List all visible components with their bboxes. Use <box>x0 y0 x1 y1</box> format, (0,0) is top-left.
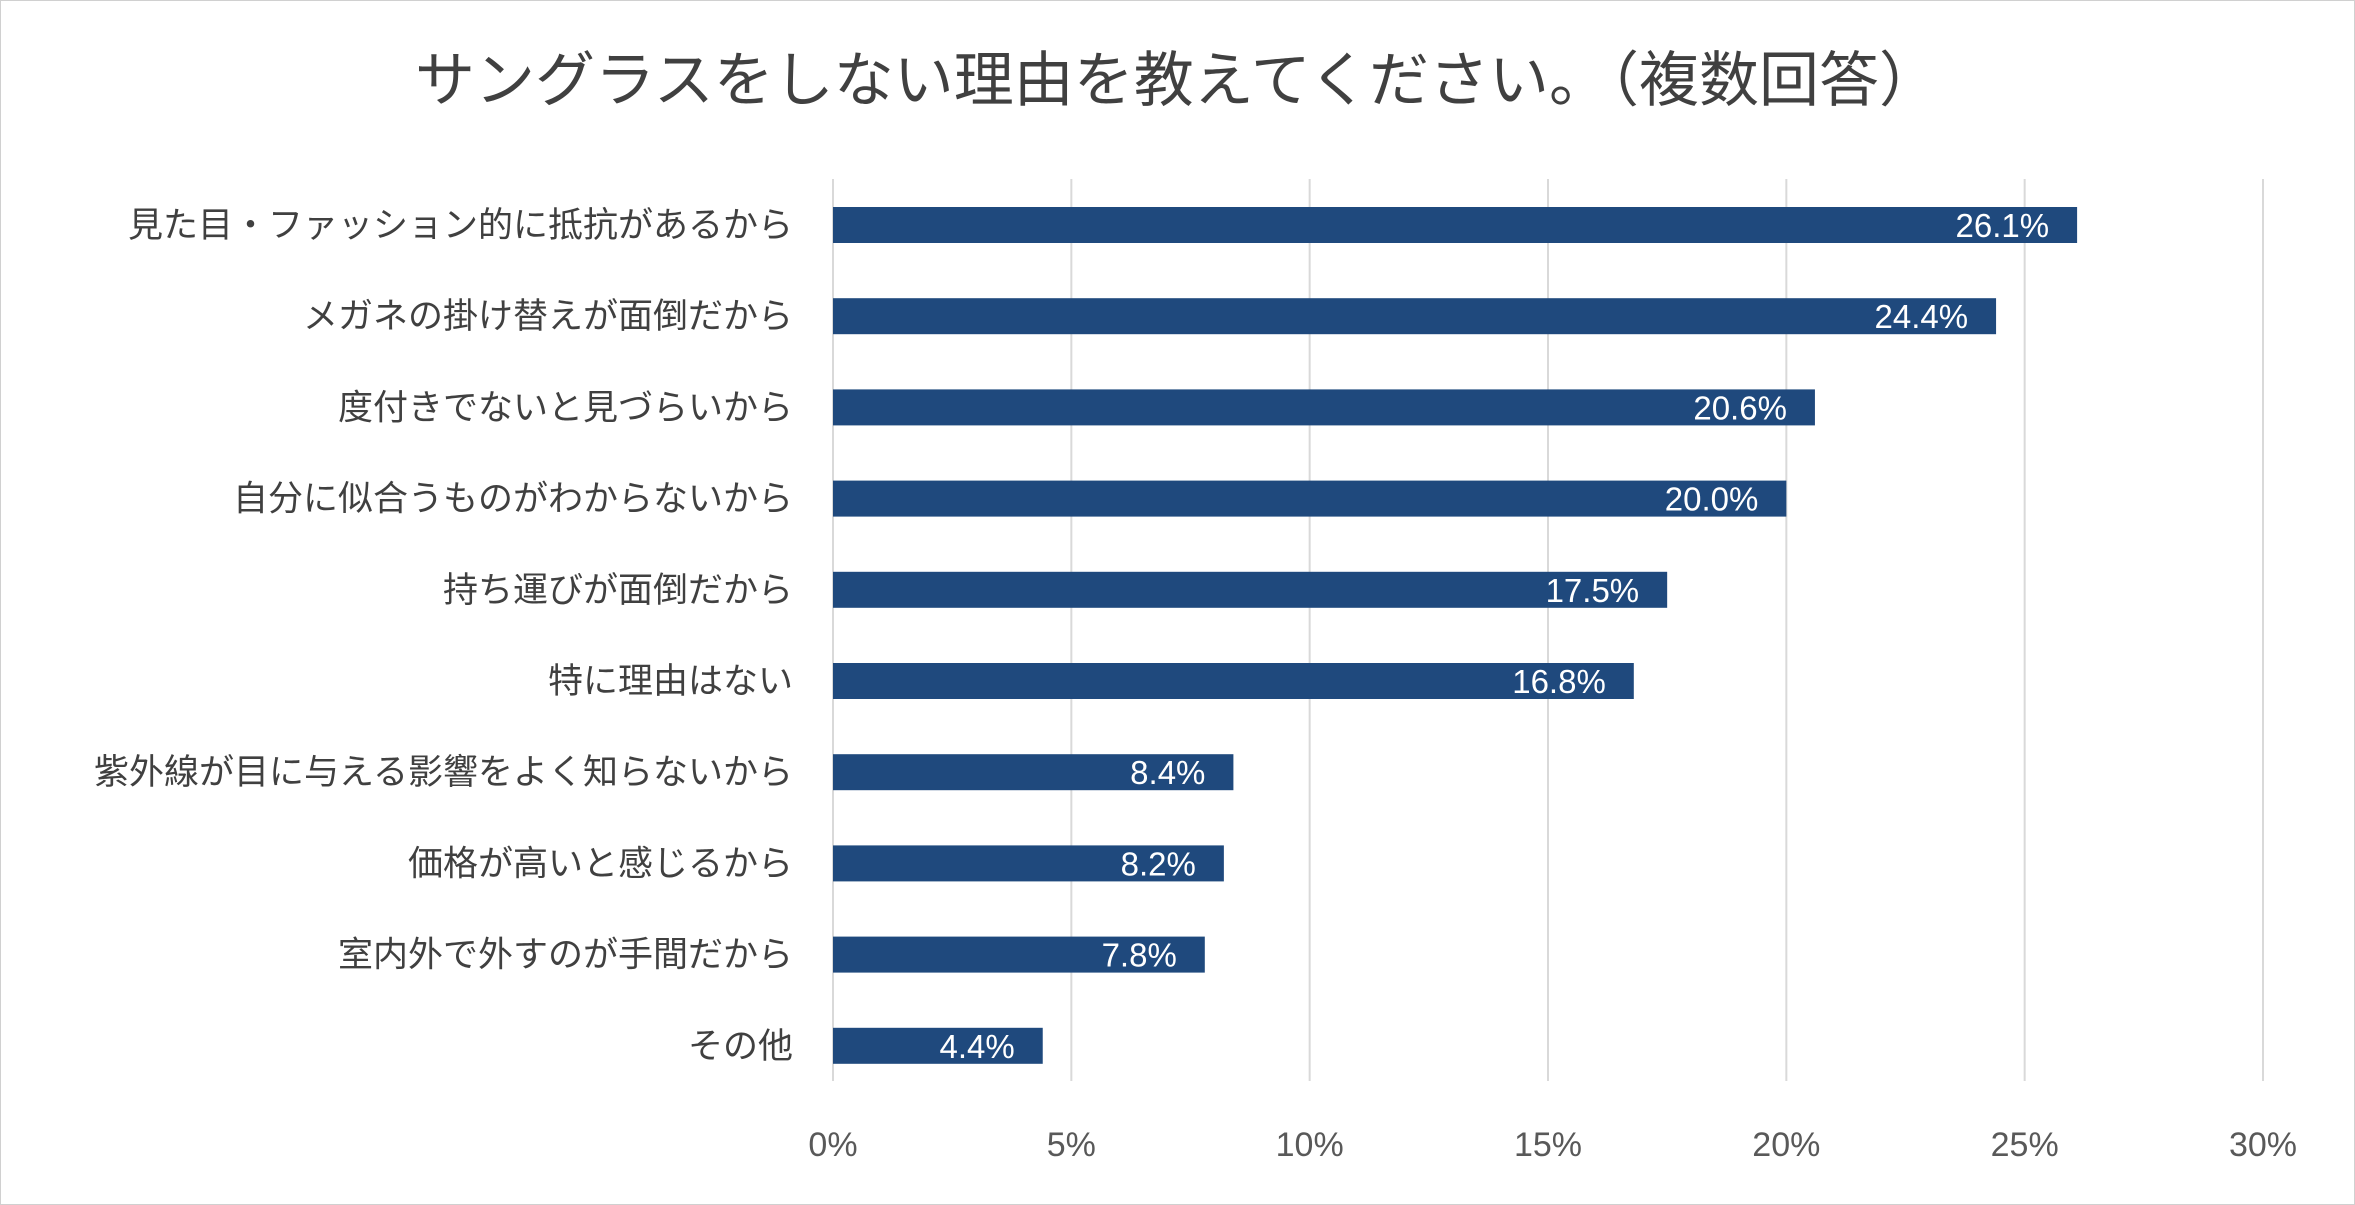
x-tick-label: 10% <box>1276 1126 1344 1164</box>
data-label: 24.4% <box>1874 298 1968 335</box>
category-label: 自分に似合うものがわからないから <box>233 480 793 520</box>
x-tick-label: 30% <box>2229 1126 2297 1164</box>
x-tick-label: 25% <box>1991 1126 2059 1164</box>
bars: 26.1% 24.4% 20.6% 20.0% 17.5% 16.8% 8.4% 8.2% 7.… <box>833 207 2078 1065</box>
data-label: 20.6% <box>1693 389 1787 426</box>
bar <box>833 571 1668 608</box>
data-label: 26.1% <box>1956 207 2050 244</box>
category-label: 室内外で外すのが手間だから <box>338 936 793 976</box>
bar <box>833 298 1997 335</box>
data-label: 20.0% <box>1665 481 1759 518</box>
data-label: 8.2% <box>1121 845 1196 882</box>
bar <box>833 845 1224 882</box>
category-labels: 見た目・ファッション的に抵抗があるからメガネの掛け替えが面倒だから度付きでないと… <box>94 206 793 1067</box>
category-label: 特に理由はない <box>548 662 793 702</box>
bar <box>833 480 1787 517</box>
bar <box>833 389 1815 426</box>
x-tick-label: 0% <box>808 1126 857 1164</box>
bar <box>833 936 1205 973</box>
x-axis-ticks: 0% 5% 10% 15% 20% 25% 30% <box>808 1126 2297 1164</box>
chart-title: サングラスをしない理由を教えてください。（複数回答） <box>415 46 1939 116</box>
x-tick-label: 15% <box>1514 1126 1582 1164</box>
category-label: 紫外線が目に与える影響をよく知らないから <box>94 753 793 793</box>
category-label: 持ち運びが面倒だから <box>443 571 793 611</box>
data-label: 8.4% <box>1130 754 1205 791</box>
bar <box>833 1027 1043 1064</box>
data-label: 7.8% <box>1102 937 1177 974</box>
data-label: 17.5% <box>1546 572 1640 609</box>
bar <box>833 663 1634 699</box>
category-label: その他 <box>688 1027 793 1067</box>
category-label: メガネの掛け替えが面倒だから <box>303 297 793 337</box>
category-label: 度付きでないと見づらいから <box>338 388 793 428</box>
category-label: 見た目・ファッション的に抵抗があるから <box>128 206 793 246</box>
bar <box>833 207 2078 243</box>
data-label: 4.4% <box>940 1028 1015 1065</box>
bar <box>833 754 1234 791</box>
category-label: 価格が高いと感じるから <box>408 844 793 884</box>
x-tick-label: 20% <box>1752 1126 1820 1164</box>
x-tick-label: 5% <box>1047 1126 1096 1164</box>
data-label: 16.8% <box>1512 663 1606 700</box>
